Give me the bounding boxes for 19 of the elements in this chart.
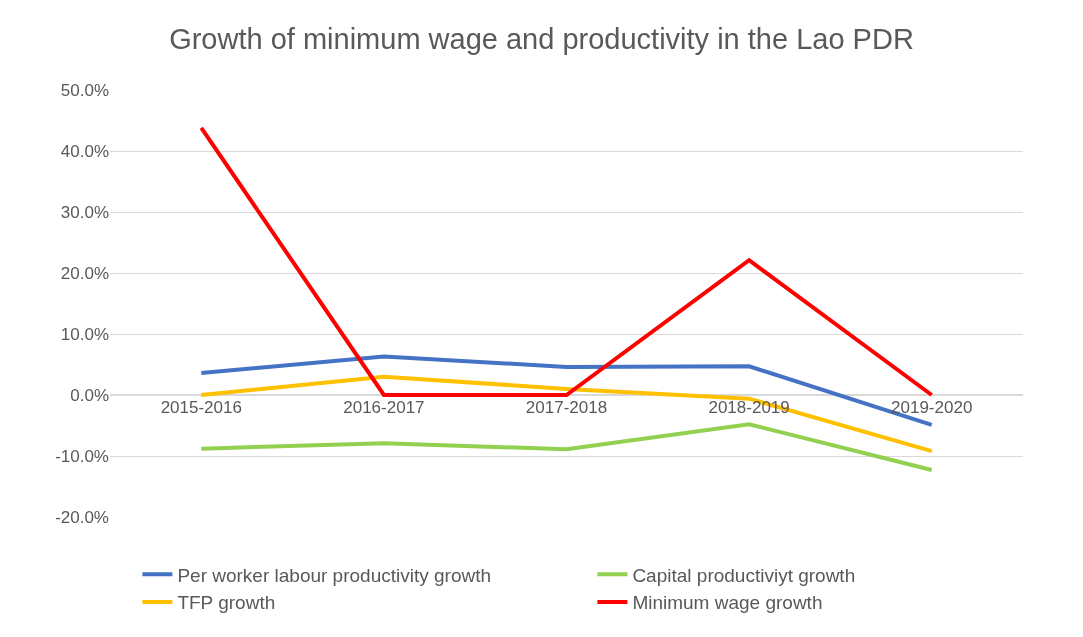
- y-tick-label: 40.0%: [60, 141, 109, 161]
- y-tick-label: -10.0%: [55, 446, 109, 466]
- y-tick-label: 30.0%: [60, 202, 109, 222]
- x-tick-label: 2019-2020: [891, 398, 973, 417]
- y-tick-label: 20.0%: [60, 263, 109, 283]
- legend-label: Per worker labour productivity growth: [177, 564, 492, 586]
- x-tick-label: 2017-2018: [525, 398, 608, 417]
- legend-label: TFP growth: [177, 592, 276, 614]
- x-tick-label: 2015-2016: [160, 398, 242, 417]
- y-tick-label: -20.0%: [55, 507, 109, 527]
- chart-title: Growth of minimum wage and productivity in the Lao PDR: [169, 22, 914, 55]
- line-series: [199, 422, 934, 473]
- y-tick-label: 0.0%: [70, 385, 109, 405]
- y-tick-label: 50.0%: [60, 80, 109, 100]
- legend-label: Minimum wage growth: [632, 592, 823, 614]
- x-tick-label: 2016-2017: [343, 398, 425, 417]
- y-tick-label: 10.0%: [60, 324, 109, 344]
- x-tick-label: 2018-2019: [708, 398, 790, 417]
- legend-label: Capital productiviyt growth: [632, 564, 856, 586]
